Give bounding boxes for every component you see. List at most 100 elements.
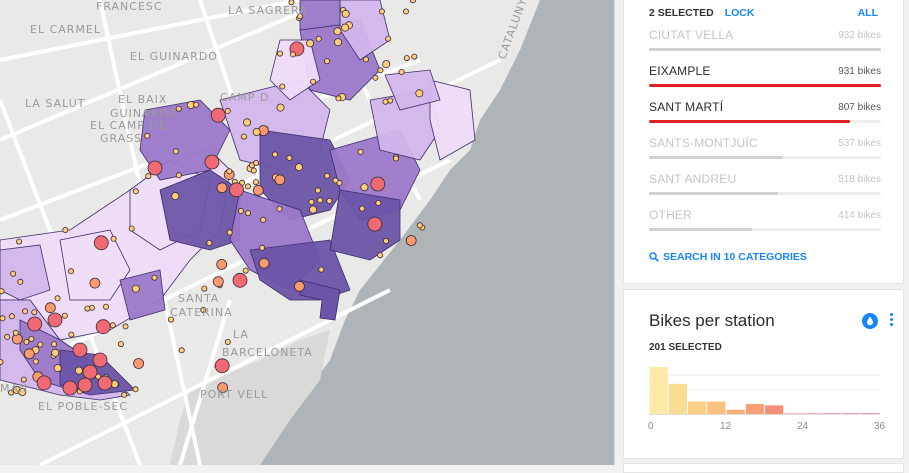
station-marker[interactable] <box>122 323 129 330</box>
station-marker[interactable] <box>117 341 124 348</box>
station-marker[interactable] <box>68 268 75 275</box>
station-marker[interactable] <box>217 382 229 394</box>
district-shape[interactable] <box>429 79 476 161</box>
station-marker[interactable] <box>271 151 278 158</box>
station-marker[interactable] <box>398 69 405 76</box>
map-canvas[interactable]: FRANCESC LA SAGRERA EL CARMEL EL GUINARDÓ LA… <box>0 0 614 465</box>
station-marker[interactable] <box>36 375 52 391</box>
station-marker[interactable] <box>293 280 305 292</box>
station-marker[interactable] <box>62 380 78 396</box>
station-marker[interactable] <box>193 101 200 108</box>
station-marker[interactable] <box>51 341 58 348</box>
station-marker[interactable] <box>415 89 424 98</box>
station-marker[interactable] <box>89 277 101 289</box>
station-marker[interactable] <box>385 35 392 42</box>
station-marker[interactable] <box>410 0 416 4</box>
more-options-icon[interactable] <box>888 312 894 328</box>
district-shape[interactable] <box>119 269 166 321</box>
station-marker[interactable] <box>103 303 110 310</box>
station-marker[interactable] <box>288 0 295 6</box>
station-marker[interactable] <box>258 257 270 269</box>
station-marker[interactable] <box>62 226 69 233</box>
station-marker[interactable] <box>359 205 366 212</box>
district-shape[interactable] <box>59 229 131 301</box>
station-marker[interactable] <box>4 333 11 340</box>
station-marker[interactable] <box>82 364 98 380</box>
station-marker[interactable] <box>212 276 224 288</box>
station-marker[interactable] <box>286 154 293 161</box>
station-marker[interactable] <box>151 274 158 281</box>
station-marker[interactable] <box>405 235 417 246</box>
station-marker[interactable] <box>121 391 128 398</box>
station-marker[interactable] <box>28 335 35 342</box>
station-marker[interactable] <box>259 244 266 251</box>
station-marker[interactable] <box>44 302 56 314</box>
station-marker[interactable] <box>402 8 409 15</box>
station-marker[interactable] <box>51 348 60 357</box>
station-marker[interactable] <box>367 216 383 232</box>
map-view[interactable]: FRANCESC LA SAGRERA EL CARMEL EL GUINARDÓ LA… <box>0 0 614 465</box>
station-marker[interactable] <box>32 358 39 365</box>
station-marker[interactable] <box>54 295 61 302</box>
station-marker[interactable] <box>377 67 384 74</box>
station-marker[interactable] <box>375 199 382 206</box>
station-marker[interactable] <box>252 179 259 186</box>
station-marker[interactable] <box>297 13 304 20</box>
category-item[interactable]: CIUTAT VELLA 932 bikes <box>649 28 881 58</box>
station-marker[interactable] <box>47 312 63 328</box>
station-marker[interactable] <box>260 216 267 223</box>
station-marker[interactable] <box>216 258 228 270</box>
station-marker[interactable] <box>10 270 17 277</box>
station-marker[interactable] <box>109 322 116 329</box>
station-marker[interactable] <box>372 74 379 81</box>
station-marker[interactable] <box>23 348 35 360</box>
station-marker[interactable] <box>175 172 182 179</box>
station-marker[interactable] <box>411 53 418 60</box>
station-marker[interactable] <box>237 207 244 214</box>
station-marker[interactable] <box>72 342 88 358</box>
histogram-bar[interactable] <box>688 401 707 415</box>
station-marker[interactable] <box>20 376 27 383</box>
station-marker[interactable] <box>144 132 151 139</box>
station-marker[interactable] <box>11 333 23 345</box>
district-shape[interactable] <box>299 279 341 321</box>
station-marker[interactable] <box>229 182 244 198</box>
histogram-bar[interactable] <box>649 367 668 415</box>
search-categories-button[interactable]: SEARCH IN 10 CATEGORIES <box>649 251 807 263</box>
station-marker[interactable] <box>74 366 83 375</box>
station-marker[interactable] <box>332 177 339 184</box>
station-marker[interactable] <box>309 205 318 214</box>
station-marker[interactable] <box>97 375 113 391</box>
station-marker[interactable] <box>0 288 5 295</box>
station-marker[interactable] <box>178 347 185 354</box>
station-marker[interactable] <box>335 95 342 102</box>
histogram-bar[interactable] <box>668 383 687 415</box>
all-button[interactable]: ALL <box>857 7 878 19</box>
histogram-bar[interactable] <box>745 403 764 415</box>
station-marker[interactable] <box>276 205 283 212</box>
district-shape[interactable] <box>0 244 51 301</box>
station-marker[interactable] <box>318 266 325 273</box>
station-marker[interactable] <box>253 159 260 166</box>
station-marker[interactable] <box>172 148 179 155</box>
station-marker[interactable] <box>216 182 228 194</box>
station-marker[interactable] <box>93 235 109 251</box>
station-marker[interactable] <box>403 55 410 62</box>
station-marker[interactable] <box>382 237 389 244</box>
station-marker[interactable] <box>0 359 4 365</box>
station-marker[interactable] <box>306 39 315 48</box>
station-marker[interactable] <box>206 239 213 246</box>
station-marker[interactable] <box>167 316 174 323</box>
station-marker[interactable] <box>326 197 333 204</box>
station-marker[interactable] <box>8 389 15 396</box>
station-marker[interactable] <box>145 173 152 180</box>
station-marker[interactable] <box>226 229 233 236</box>
station-marker[interactable] <box>357 148 364 155</box>
color-drop-icon[interactable] <box>862 313 878 329</box>
station-marker[interactable] <box>317 197 324 204</box>
category-item[interactable]: OTHER 414 bikes <box>649 208 881 238</box>
station-marker[interactable] <box>279 83 286 90</box>
station-marker[interactable] <box>377 252 384 259</box>
station-marker[interactable] <box>289 51 296 58</box>
station-marker[interactable] <box>274 174 286 186</box>
